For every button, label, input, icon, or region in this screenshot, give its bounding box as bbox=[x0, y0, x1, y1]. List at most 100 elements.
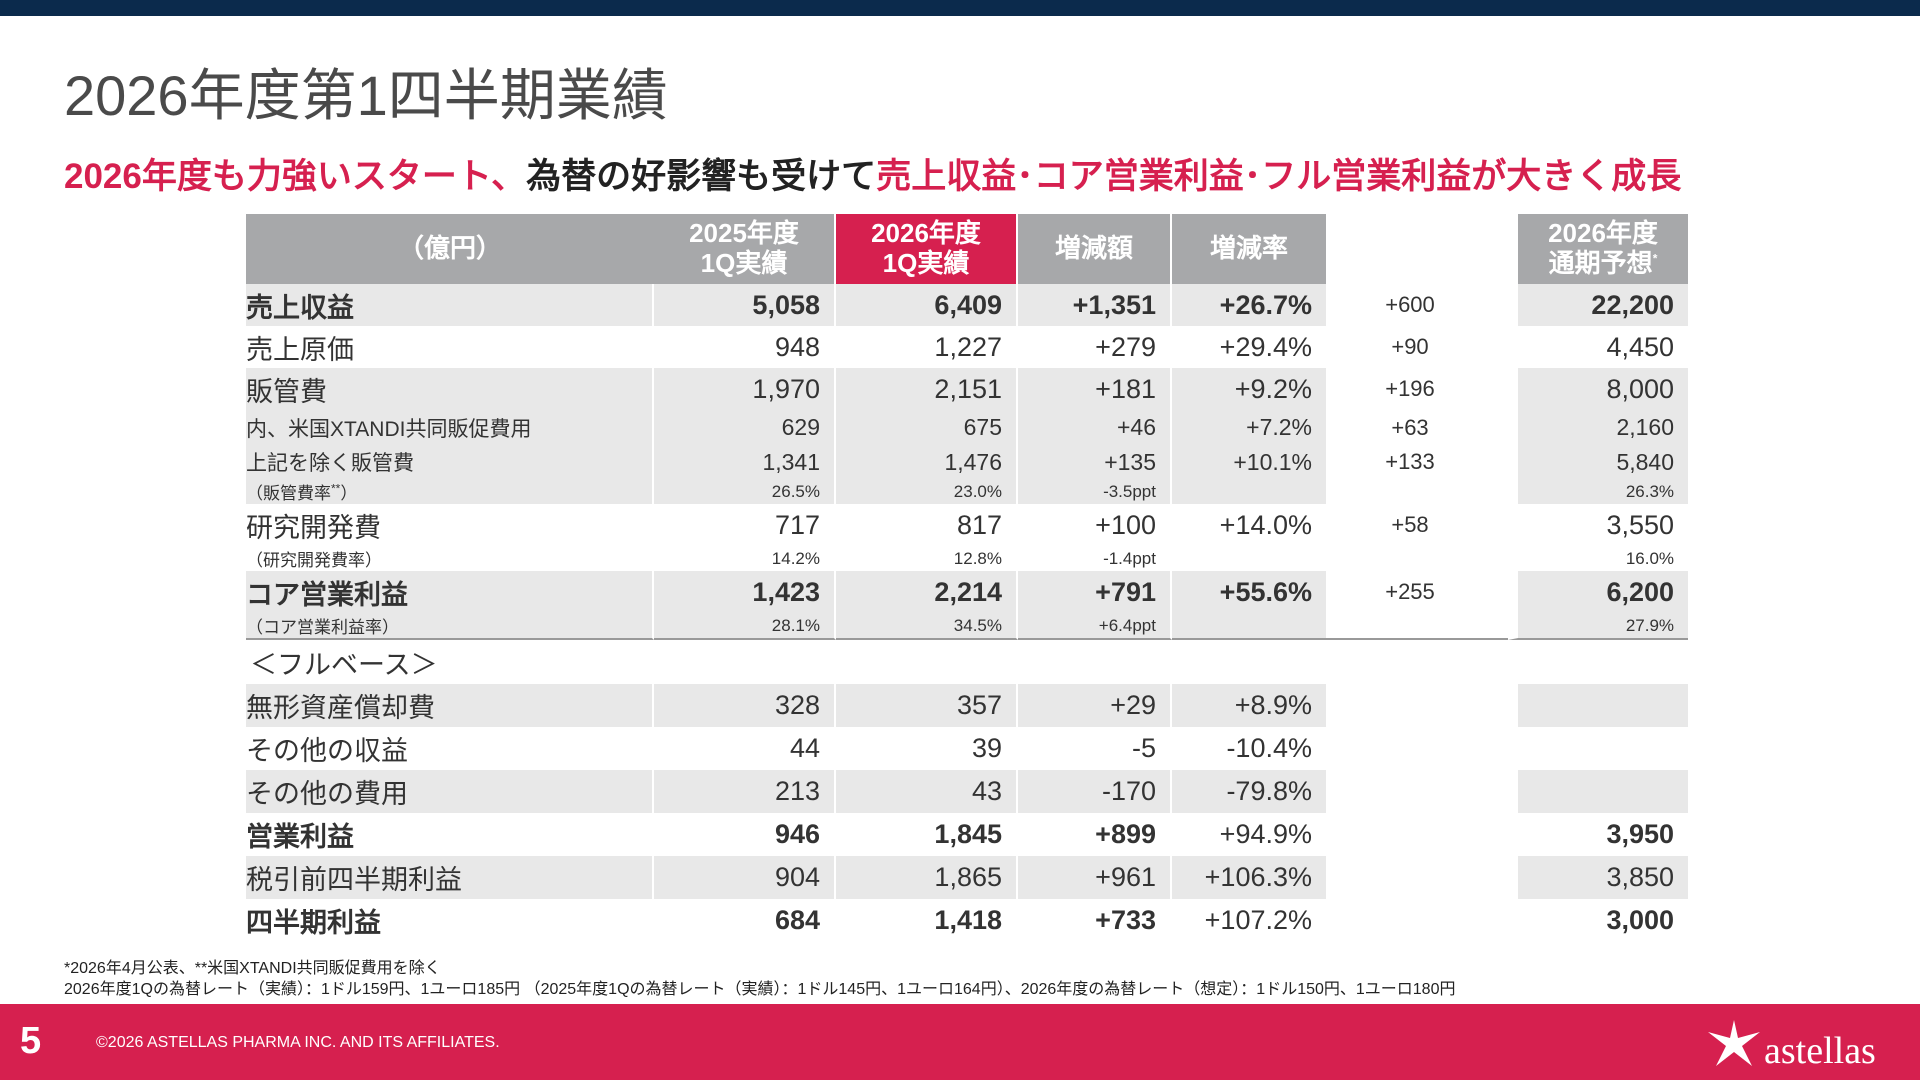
cell-diff: +29 bbox=[1018, 684, 1172, 727]
cell-diff: +961 bbox=[1018, 856, 1172, 899]
footer-bar bbox=[0, 1004, 1920, 1080]
cell-forecast: 27.9% bbox=[1508, 613, 1689, 640]
cell-rate: +8.9% bbox=[1172, 684, 1326, 727]
table-row: （コア営業利益率） 28.1% 34.5% +6.4ppt 27.9% bbox=[246, 613, 1689, 640]
cell-forecast: 3,000 bbox=[1508, 899, 1689, 942]
cell-prev: 946 bbox=[654, 813, 836, 856]
cell-prev: 328 bbox=[654, 684, 836, 727]
cell-fx: +58 bbox=[1326, 504, 1509, 546]
cell-diff: +279 bbox=[1018, 326, 1172, 368]
cell-fx bbox=[1326, 684, 1509, 727]
cell-rate bbox=[1172, 640, 1326, 684]
cell-forecast bbox=[1508, 727, 1689, 770]
star-icon bbox=[1708, 1020, 1760, 1066]
table-row: 売上収益 5,058 6,409 +1,351 +26.7% +600 22,2… bbox=[246, 284, 1689, 326]
ratio-label: （販管費率 bbox=[246, 484, 331, 503]
footnotes: *2026年4月公表、**米国XTANDI共同販促費用を除く 2026年度1Qの… bbox=[64, 958, 1455, 1000]
cell-fx bbox=[1326, 899, 1509, 942]
ratio-close: ） bbox=[340, 484, 358, 503]
table-row: （販管費率**） 26.5% 23.0% -3.5ppt 26.3% bbox=[246, 479, 1689, 504]
cell-prev: 44 bbox=[654, 727, 836, 770]
cell-forecast: 6,200 bbox=[1508, 571, 1689, 613]
cell-fx: +600 bbox=[1326, 284, 1509, 326]
table-row: 営業利益 946 1,845 +899 +94.9% 3,950 bbox=[246, 813, 1689, 856]
cell-fx bbox=[1326, 613, 1509, 640]
cell-prev: 629 bbox=[654, 410, 836, 445]
cell-prev: 717 bbox=[654, 504, 836, 546]
table-row: その他の費用 213 43 -170 -79.8% bbox=[246, 770, 1689, 813]
cell-forecast: 3,850 bbox=[1508, 856, 1689, 899]
table-row: 税引前四半期利益 904 1,865 +961 +106.3% 3,850 bbox=[246, 856, 1689, 899]
cell-curr: 675 bbox=[836, 410, 1018, 445]
table-row: （研究開発費率） 14.2% 12.8% -1.4ppt 16.0% bbox=[246, 546, 1689, 571]
cell-forecast: 22,200 bbox=[1508, 284, 1689, 326]
cell-forecast: 5,840 bbox=[1508, 445, 1689, 479]
cell-rate: -79.8% bbox=[1172, 770, 1326, 813]
cell-prev: 684 bbox=[654, 899, 836, 942]
cell-curr: 43 bbox=[836, 770, 1018, 813]
table-row: 四半期利益 684 1,418 +733 +107.2% 3,000 bbox=[246, 899, 1689, 942]
cell-rate: +9.2% bbox=[1172, 368, 1326, 410]
cell-fx bbox=[1326, 640, 1509, 684]
cell-rate bbox=[1172, 479, 1326, 504]
table-row: ＜フルベース＞ bbox=[246, 640, 1689, 684]
row-label: 営業利益 bbox=[246, 813, 654, 856]
cell-rate: +7.2% bbox=[1172, 410, 1326, 445]
cell-curr: 1,865 bbox=[836, 856, 1018, 899]
cell-prev: 213 bbox=[654, 770, 836, 813]
cell-curr: 2,151 bbox=[836, 368, 1018, 410]
header-diff: 増減額 bbox=[1018, 214, 1172, 284]
cell-rate: +29.4% bbox=[1172, 326, 1326, 368]
cell-prev: 5,058 bbox=[654, 284, 836, 326]
results-table: （億円） 2025年度 1Q実績 2026年度 1Q実績 増減額 増減率 為替影響（… bbox=[246, 214, 1689, 942]
table-header-row: （億円） 2025年度 1Q実績 2026年度 1Q実績 増減額 増減率 為替影響（… bbox=[246, 214, 1689, 284]
cell-curr bbox=[836, 640, 1018, 684]
cell-forecast: 3,950 bbox=[1508, 813, 1689, 856]
cell-diff: +135 bbox=[1018, 445, 1172, 479]
row-label: 内、米国XTANDI共同販促費用 bbox=[246, 410, 654, 445]
header-curr: 2026年度 1Q実績 bbox=[836, 214, 1018, 284]
cell-rate: +10.1% bbox=[1172, 445, 1326, 479]
row-label: （販管費率**） bbox=[246, 479, 654, 504]
cell-curr: 12.8% bbox=[836, 546, 1018, 571]
row-label: その他の収益 bbox=[246, 727, 654, 770]
cell-diff: +181 bbox=[1018, 368, 1172, 410]
cell-rate: +94.9% bbox=[1172, 813, 1326, 856]
cell-fx bbox=[1326, 727, 1509, 770]
row-label: 売上原価 bbox=[246, 326, 654, 368]
cell-fx bbox=[1326, 813, 1509, 856]
cell-prev: 28.1% bbox=[654, 613, 836, 640]
cell-rate: +55.6% bbox=[1172, 571, 1326, 613]
cell-diff: -5 bbox=[1018, 727, 1172, 770]
table-row: 研究開発費 717 817 +100 +14.0% +58 3,550 bbox=[246, 504, 1689, 546]
cell-prev: 948 bbox=[654, 326, 836, 368]
cell-curr: 357 bbox=[836, 684, 1018, 727]
row-label: （コア営業利益率） bbox=[246, 613, 654, 640]
cell-diff: +899 bbox=[1018, 813, 1172, 856]
copyright-text: ©2026 ASTELLAS PHARMA INC. AND ITS AFFIL… bbox=[96, 1034, 500, 1051]
header-rate: 増減率 bbox=[1172, 214, 1326, 284]
forecast-mark: * bbox=[1652, 251, 1658, 266]
cell-forecast: 8,000 bbox=[1508, 368, 1689, 410]
header-fx-line1: 為替影響 bbox=[1365, 218, 1470, 249]
cell-forecast bbox=[1508, 684, 1689, 727]
header-prev: 2025年度 1Q実績 bbox=[654, 214, 836, 284]
cell-curr: 1,227 bbox=[836, 326, 1018, 368]
cell-fx bbox=[1326, 479, 1509, 504]
cell-fx bbox=[1326, 770, 1509, 813]
cell-curr: 817 bbox=[836, 504, 1018, 546]
header-forecast-line2: 通期予想 bbox=[1548, 248, 1653, 278]
page-subtitle: 2026年度も力強いスタート、為替の好影響も受けて売上収益･コア営業利益･フル営… bbox=[64, 157, 1681, 197]
cell-forecast: 16.0% bbox=[1508, 546, 1689, 571]
cell-fx bbox=[1326, 546, 1509, 571]
row-label: 売上収益 bbox=[246, 284, 654, 326]
top-bar bbox=[0, 0, 1920, 16]
cell-fx: +63 bbox=[1326, 410, 1509, 445]
header-forecast: 2026年度 通期予想* bbox=[1508, 214, 1689, 284]
cell-forecast bbox=[1508, 770, 1689, 813]
table-row: その他の収益 44 39 -5 -10.4% bbox=[246, 727, 1689, 770]
header-curr-line1: 2026年度 bbox=[871, 218, 981, 249]
cell-curr: 6,409 bbox=[836, 284, 1018, 326]
cell-rate: +107.2% bbox=[1172, 899, 1326, 942]
ratio-mark: ** bbox=[331, 481, 341, 496]
